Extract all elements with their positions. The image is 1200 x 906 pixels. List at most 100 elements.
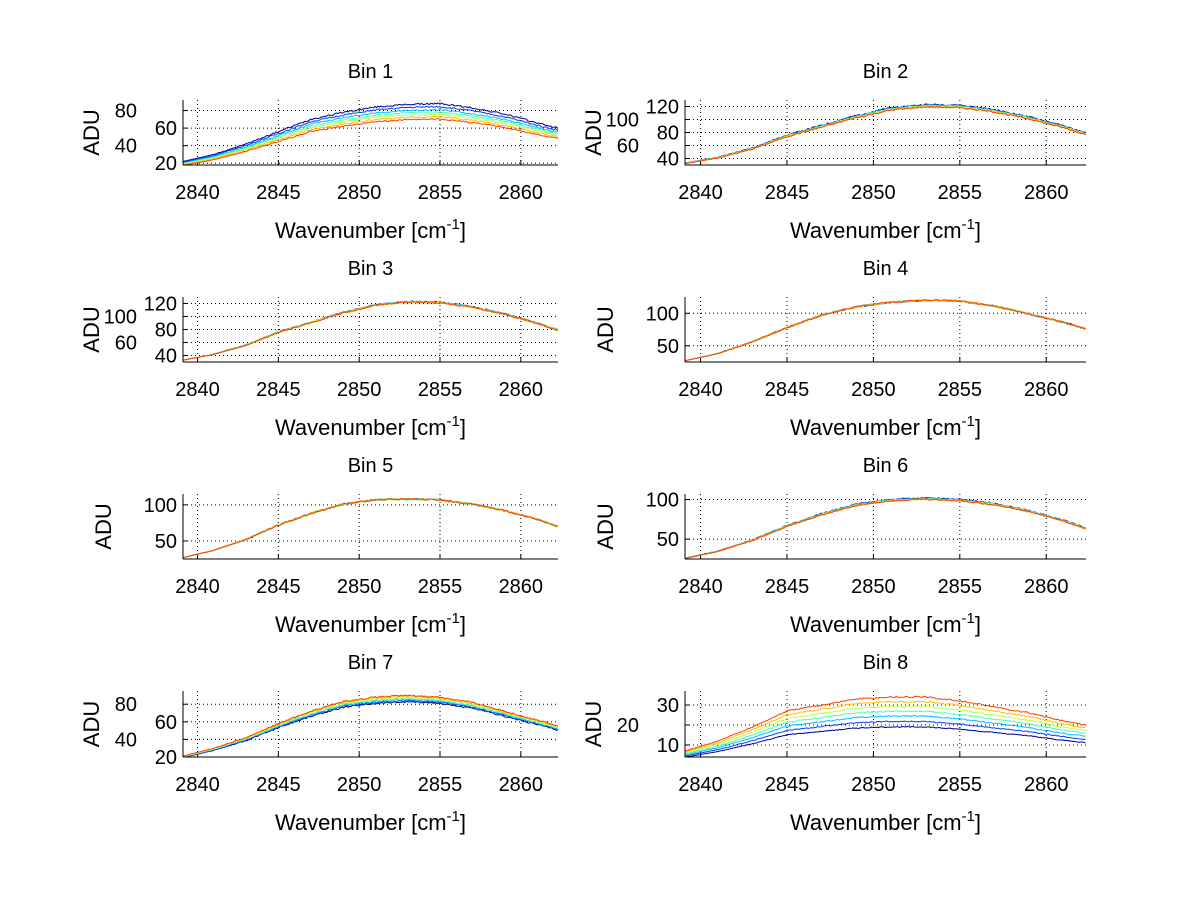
x-axis-label-bracket: ] bbox=[975, 612, 981, 637]
x-axis-label-text: Wavenumber [cm bbox=[275, 415, 447, 440]
series-line-7 bbox=[183, 301, 558, 361]
series-line-1 bbox=[183, 300, 558, 361]
x-axis-label-bracket: ] bbox=[460, 218, 466, 243]
series-line-1 bbox=[685, 299, 1086, 362]
x-axis-label-text: Wavenumber [cm bbox=[275, 810, 447, 835]
y-tick-label: 50 bbox=[657, 529, 679, 551]
x-tick-label: 2845 bbox=[765, 182, 810, 204]
x-tick-label: 2850 bbox=[337, 379, 382, 401]
series-line-2 bbox=[685, 103, 1086, 164]
x-tick-label: 2860 bbox=[1024, 576, 1069, 598]
series-line-1 bbox=[685, 497, 1086, 559]
y-tick-label: 120 bbox=[646, 97, 679, 119]
x-axis-label-text: Wavenumber [cm bbox=[790, 810, 962, 835]
series-line-4 bbox=[183, 111, 558, 165]
subplot-bin-1: Bin 1 2840 2845 2850 2855 2860 20 40 60 80 ADU Wave… bbox=[79, 61, 558, 243]
series-line-6 bbox=[685, 105, 1086, 165]
y-tick-label: 60 bbox=[155, 118, 177, 140]
series-line-7 bbox=[183, 694, 558, 757]
y-tick-label: 20 bbox=[155, 747, 177, 769]
x-tick-label: 2860 bbox=[499, 576, 544, 598]
x-tick-label: 2855 bbox=[418, 774, 463, 796]
y-tick-label: 100 bbox=[104, 307, 137, 329]
x-tick-label: 2850 bbox=[851, 774, 896, 796]
x-tick-label: 2850 bbox=[851, 379, 896, 401]
x-axis-label-text: Wavenumber [cm bbox=[790, 612, 962, 637]
series-line-4 bbox=[685, 497, 1086, 559]
series-line-3 bbox=[183, 497, 558, 559]
series-line-4 bbox=[685, 710, 1086, 755]
y-tick-label: 100 bbox=[606, 110, 639, 132]
x-axis-label-superscript: -1 bbox=[962, 610, 975, 627]
y-tick-label: 100 bbox=[646, 490, 679, 512]
series-line-6 bbox=[183, 115, 558, 165]
x-axis-label-superscript: -1 bbox=[962, 808, 975, 825]
y-tick-label: 20 bbox=[155, 153, 177, 175]
x-axis-label: Wavenumber [cm-1] bbox=[790, 413, 981, 440]
x-axis-label-text: Wavenumber [cm bbox=[790, 218, 962, 243]
y-axis-label: ADU bbox=[581, 701, 606, 747]
series-line-3 bbox=[685, 714, 1086, 756]
series-line-6 bbox=[685, 498, 1086, 559]
x-tick-label: 2840 bbox=[678, 379, 723, 401]
series-line-6 bbox=[183, 497, 558, 559]
x-axis-label-text: Wavenumber [cm bbox=[790, 415, 962, 440]
subplot-title: Bin 8 bbox=[863, 652, 909, 674]
x-tick-label: 2840 bbox=[678, 774, 723, 796]
series-line-5 bbox=[685, 497, 1086, 559]
x-tick-label: 2845 bbox=[765, 576, 810, 598]
subplot-bin-5: Bin 5 2840 2845 2850 2855 2860 50 100 ADU Wavenum… bbox=[91, 455, 558, 637]
x-axis-label: Wavenumber [cm-1] bbox=[275, 216, 466, 243]
y-tick-label: 80 bbox=[115, 694, 137, 716]
series-line-4 bbox=[685, 104, 1086, 164]
x-tick-label: 2855 bbox=[938, 576, 983, 598]
x-tick-label: 2850 bbox=[851, 576, 896, 598]
x-axis-label-text: Wavenumber [cm bbox=[275, 218, 447, 243]
series-line-6 bbox=[685, 700, 1086, 753]
series-line-2 bbox=[183, 699, 558, 757]
series-line-7 bbox=[183, 118, 558, 165]
x-axis-label-bracket: ] bbox=[460, 415, 466, 440]
series-line-5 bbox=[183, 300, 558, 361]
x-tick-label: 2860 bbox=[1024, 379, 1069, 401]
y-tick-label: 10 bbox=[657, 735, 679, 757]
series-line-1 bbox=[183, 497, 558, 559]
y-axis-label: ADU bbox=[79, 109, 104, 155]
x-axis-label: Wavenumber [cm-1] bbox=[275, 808, 466, 835]
y-tick-label: 80 bbox=[115, 101, 137, 123]
x-tick-label: 2845 bbox=[765, 379, 810, 401]
x-axis-label-bracket: ] bbox=[975, 218, 981, 243]
series-line-1 bbox=[685, 103, 1086, 164]
x-tick-label: 2860 bbox=[499, 379, 544, 401]
subplot-bin-7: Bin 7 2840 2845 2850 2855 2860 20 40 60 80 ADU Wave… bbox=[79, 652, 558, 835]
series-line-3 bbox=[685, 497, 1086, 559]
subplot-title: Bin 7 bbox=[348, 652, 394, 674]
y-axis-label: ADU bbox=[593, 503, 618, 549]
x-axis-label-superscript: -1 bbox=[962, 216, 975, 233]
series-line-5 bbox=[685, 104, 1086, 164]
y-tick-label: 80 bbox=[657, 123, 679, 145]
series-line-2 bbox=[685, 299, 1086, 362]
x-tick-label: 2840 bbox=[175, 379, 220, 401]
y-axis-label: ADU bbox=[593, 306, 618, 352]
series-line-3 bbox=[183, 300, 558, 361]
x-axis-label-superscript: -1 bbox=[447, 808, 460, 825]
series-line-4 bbox=[183, 300, 558, 361]
y-tick-label: 40 bbox=[657, 149, 679, 171]
series-line-7 bbox=[685, 497, 1086, 559]
y-tick-label: 80 bbox=[155, 320, 177, 342]
y-tick-label: 50 bbox=[657, 336, 679, 358]
y-tick-label: 120 bbox=[144, 294, 177, 316]
series-line-7 bbox=[685, 695, 1086, 752]
x-tick-label: 2845 bbox=[256, 182, 301, 204]
x-tick-label: 2855 bbox=[418, 379, 463, 401]
y-tick-label: 40 bbox=[155, 346, 177, 368]
x-tick-label: 2845 bbox=[256, 379, 301, 401]
x-tick-label: 2840 bbox=[678, 182, 723, 204]
subplot-title: Bin 6 bbox=[863, 455, 909, 477]
series-line-4 bbox=[183, 697, 558, 757]
x-tick-label: 2840 bbox=[678, 576, 723, 598]
series-line-1 bbox=[685, 725, 1086, 757]
series-line-7 bbox=[685, 105, 1086, 165]
